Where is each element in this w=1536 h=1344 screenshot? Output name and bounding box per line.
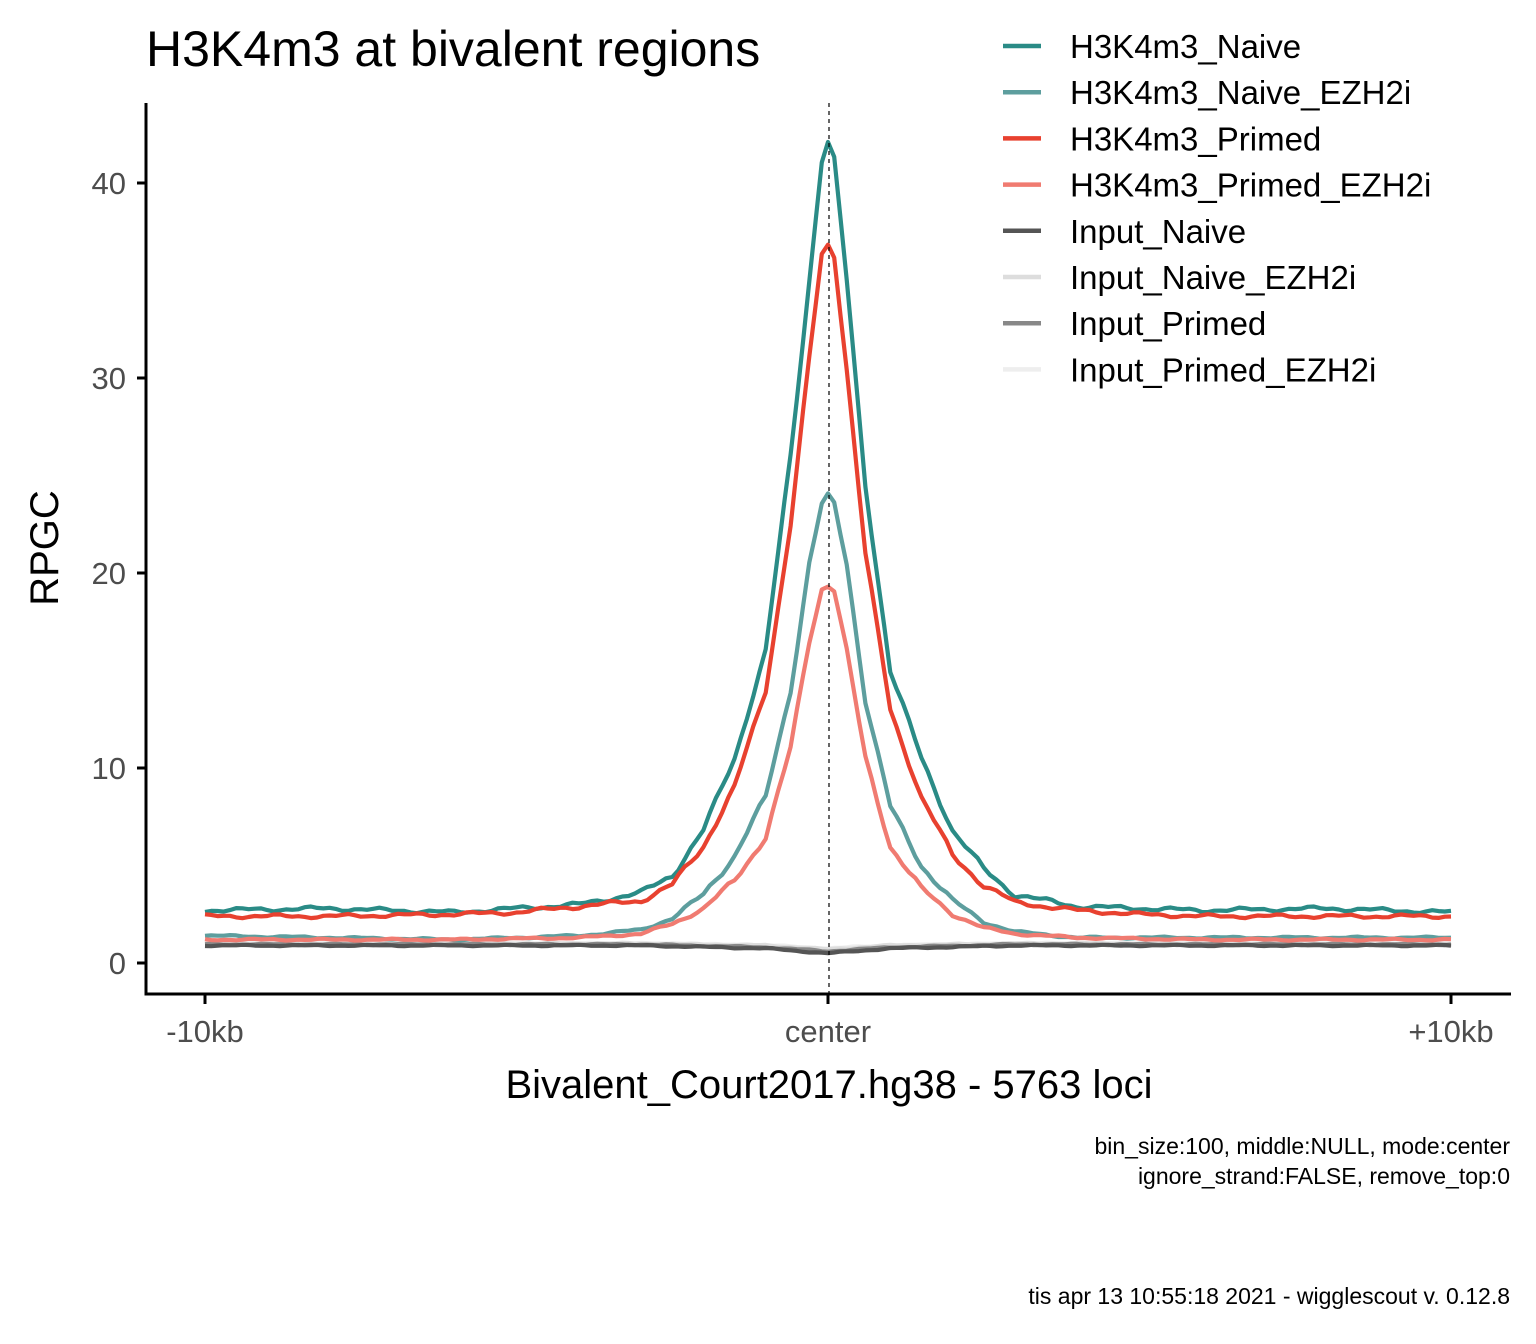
caption-line-1: bin_size:100, middle:NULL, mode:center [1094, 1133, 1510, 1159]
x-axis-title: Bivalent_Court2017.hg38 - 5763 loci [505, 1063, 1152, 1107]
series-line-h3k4m3-naive-ezh2i [204, 491, 1452, 943]
series-layer [204, 139, 1452, 956]
y-axis-title: RPGC [23, 490, 67, 606]
legend-label: Input_Primed [1070, 305, 1266, 342]
series-line-h3k4m3-primed-ezh2i [204, 584, 1452, 943]
legend-label: H3K4m3_Primed_EZH2i [1070, 167, 1431, 204]
y-tick-label: 30 [92, 361, 126, 396]
chart-title: H3K4m3 at bivalent regions [146, 21, 760, 77]
legend-label: Input_Primed_EZH2i [1070, 351, 1376, 388]
y-axis-ticks: 0 10 20 30 40 [92, 166, 146, 981]
legend-label: Input_Naive [1070, 213, 1246, 250]
legend-label: H3K4m3_Primed [1070, 120, 1321, 157]
y-tick-label: 0 [109, 946, 126, 981]
legend-label: H3K4m3_Naive_EZH2i [1070, 74, 1411, 111]
legend: H3K4m3_Naive H3K4m3_Naive_EZH2i H3K4m3_Pri… [1003, 28, 1431, 388]
series-line-input-naive [204, 942, 1452, 956]
x-tick-label: center [785, 1014, 871, 1049]
x-tick-label: -10kb [166, 1014, 244, 1049]
legend-label: H3K4m3_Naive [1070, 28, 1301, 65]
y-tick-label: 40 [92, 166, 126, 201]
caption-line-2: ignore_strand:FALSE, remove_top:0 [1138, 1163, 1510, 1189]
x-tick-label: +10kb [1408, 1014, 1493, 1049]
y-tick-label: 20 [92, 556, 126, 591]
series-line-h3k4m3-naive [204, 139, 1452, 916]
y-tick-label: 10 [92, 751, 126, 786]
series-line-h3k4m3-primed [204, 242, 1452, 921]
x-axis-ticks: -10kb center +10kb [166, 994, 1494, 1049]
legend-label: Input_Naive_EZH2i [1070, 259, 1356, 296]
footer-timestamp: tis apr 13 10:55:18 2021 - wigglescout v… [1028, 1283, 1510, 1309]
